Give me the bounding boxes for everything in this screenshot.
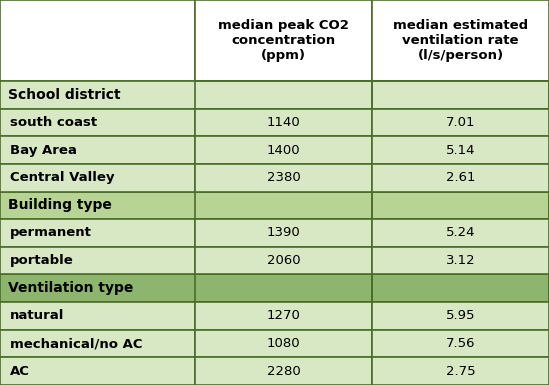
Bar (195, 109, 372, 136)
Text: 1080: 1080 (267, 337, 300, 350)
Text: 7.56: 7.56 (446, 337, 475, 350)
Bar (195, 330, 372, 357)
Text: portable: portable (10, 254, 74, 267)
Text: median estimated
ventilation rate
(l/s/person): median estimated ventilation rate (l/s/p… (393, 19, 528, 62)
Bar (195, 192, 372, 219)
Bar (372, 0, 549, 81)
Text: mechanical/no AC: mechanical/no AC (10, 337, 143, 350)
Bar (0, 357, 195, 385)
Text: 1400: 1400 (267, 144, 300, 157)
Bar (195, 302, 372, 330)
Bar (0, 219, 195, 247)
Bar (372, 302, 549, 330)
Bar (195, 275, 372, 302)
Text: 5.14: 5.14 (446, 144, 475, 157)
Text: natural: natural (10, 310, 64, 322)
Bar (372, 192, 549, 219)
Text: 5.95: 5.95 (446, 310, 475, 322)
Text: AC: AC (10, 365, 30, 378)
Bar (0, 302, 195, 330)
Bar (372, 81, 549, 109)
Text: Building type: Building type (8, 198, 112, 213)
Text: School district: School district (8, 88, 121, 102)
Bar (0, 0, 195, 81)
Text: 1390: 1390 (267, 226, 300, 239)
Bar (0, 275, 549, 302)
Bar (195, 357, 372, 385)
Text: 2.61: 2.61 (446, 171, 475, 184)
Bar (0, 136, 195, 164)
Bar (372, 247, 549, 275)
Text: median peak CO2
concentration
(ppm): median peak CO2 concentration (ppm) (218, 19, 349, 62)
Bar (0, 330, 195, 357)
Bar (372, 136, 549, 164)
Bar (372, 357, 549, 385)
Text: 2280: 2280 (267, 365, 300, 378)
Text: Ventilation type: Ventilation type (8, 281, 133, 295)
Bar (195, 136, 372, 164)
Bar (0, 192, 549, 219)
Text: 1270: 1270 (267, 310, 300, 322)
Bar (0, 247, 195, 275)
Bar (0, 164, 195, 192)
Text: 5.24: 5.24 (446, 226, 475, 239)
Text: south coast: south coast (10, 116, 97, 129)
Text: 7.01: 7.01 (446, 116, 475, 129)
Bar (195, 81, 372, 109)
Bar (0, 109, 195, 136)
Text: 3.12: 3.12 (446, 254, 475, 267)
Bar (195, 164, 372, 192)
Bar (195, 247, 372, 275)
Bar (372, 219, 549, 247)
Text: 1140: 1140 (267, 116, 300, 129)
Text: 2380: 2380 (267, 171, 300, 184)
Text: 2060: 2060 (267, 254, 300, 267)
Bar (0, 81, 549, 109)
Bar (372, 164, 549, 192)
Text: Central Valley: Central Valley (10, 171, 115, 184)
Text: 2.75: 2.75 (446, 365, 475, 378)
Bar (372, 109, 549, 136)
Bar (372, 275, 549, 302)
Bar (195, 219, 372, 247)
Text: permanent: permanent (10, 226, 92, 239)
Bar (372, 330, 549, 357)
Text: Bay Area: Bay Area (10, 144, 77, 157)
Bar (195, 0, 372, 81)
